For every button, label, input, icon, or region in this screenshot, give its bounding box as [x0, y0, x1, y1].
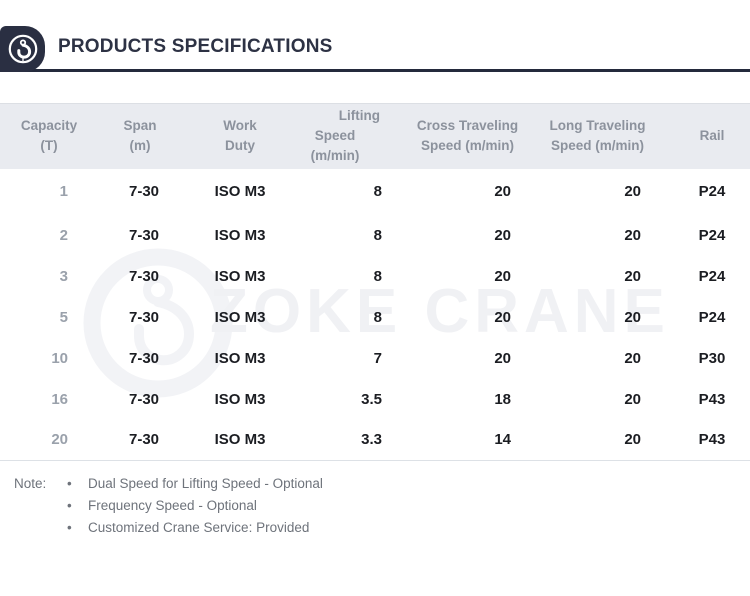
table-cell: 20	[494, 267, 511, 285]
table-cell: P24	[698, 308, 726, 326]
table-row: 5 7-30 ISO M3 8 20 20 P24	[0, 297, 750, 338]
table-cell: 8	[373, 226, 382, 244]
table-cell: 7-30	[128, 431, 160, 449]
table-cell: 8	[373, 183, 382, 200]
table-cell: ISO M3	[214, 267, 266, 285]
table-cell: 2	[59, 226, 68, 244]
table-cell: 7-30	[128, 349, 160, 367]
table-cell: 20	[494, 349, 511, 367]
table-row: 1 7-30 ISO M3 8 20 20 P24	[0, 169, 750, 215]
col-header-capacity: Capacity (T)	[0, 103, 90, 169]
table-header: Capacity (T) Span (m) Work Duty Lifting Spee…	[0, 103, 750, 169]
table-row: 16 7-30 ISO M3 3.5 18 20 P43	[0, 379, 750, 420]
specifications-table: Capacity (T) Span (m) Work Duty Lifting Spee…	[0, 103, 750, 461]
crane-hook-icon	[8, 34, 37, 64]
table-cell: P24	[698, 226, 726, 244]
table-body: 1 7-30 ISO M3 8 20 20 P24 2 7-30 ISO M3 8 20 20 P24 3 7…	[0, 169, 750, 461]
table-cell: 8	[373, 308, 382, 326]
col-header-long-traveling-speed: Long Traveling Speed (m/min)	[520, 103, 650, 169]
table-cell: 14	[494, 431, 511, 449]
table-cell: 7-30	[128, 183, 160, 200]
note-label: Note:	[14, 476, 47, 491]
table-cell: ISO M3	[214, 226, 266, 244]
table-cell: 20	[624, 349, 641, 367]
table-cell: 7-30	[128, 267, 160, 285]
table-cell: 20	[624, 226, 641, 244]
col-header-cross-traveling-speed: Cross Traveling Speed (m/min)	[390, 103, 520, 169]
table-cell: 3.3	[361, 431, 382, 449]
col-header-span: Span (m)	[90, 103, 190, 169]
note-text: Dual Speed for Lifting Speed - Optional	[88, 476, 323, 491]
note-item: • Customized Crane Service: Provided	[67, 517, 323, 539]
table-cell: 7-30	[128, 390, 160, 408]
table-cell: 10	[51, 349, 68, 367]
table-cell: 20	[494, 226, 511, 244]
table-cell: 7-30	[128, 308, 160, 326]
note-text: Customized Crane Service: Provided	[88, 520, 310, 535]
col-header-lifting-speed: Lifting Speed (m/min)	[290, 103, 390, 169]
table-cell: P43	[698, 431, 726, 449]
table-cell: 7	[373, 349, 382, 367]
table-cell: 20	[624, 183, 641, 200]
col-header-work-duty: Work Duty	[190, 103, 290, 169]
table-cell: P24	[698, 267, 726, 285]
note-item: • Dual Speed for Lifting Speed - Optional	[67, 473, 323, 495]
table-cell: 7-30	[128, 226, 160, 244]
table-row: 3 7-30 ISO M3 8 20 20 P24	[0, 256, 750, 297]
table-cell: 20	[624, 431, 641, 449]
bullet-icon: •	[67, 498, 72, 513]
table-cell: ISO M3	[214, 308, 266, 326]
table-row: 20 7-30 ISO M3 3.3 14 20 P43	[0, 420, 750, 461]
table-cell: 20	[51, 431, 68, 449]
brand-logo	[0, 26, 45, 72]
table-cell: 20	[494, 183, 511, 200]
bullet-icon: •	[67, 476, 72, 491]
table-cell: 8	[373, 267, 382, 285]
section-header: PRODUCTS SPECIFICATIONS	[0, 26, 750, 72]
notes-section: Note: • Dual Speed for Lifting Speed - Op…	[0, 473, 750, 539]
table-cell: 3	[59, 267, 68, 285]
table-cell: ISO M3	[214, 390, 266, 408]
table-cell: P43	[698, 390, 726, 408]
table-cell: 18	[494, 390, 511, 408]
table-cell: 5	[59, 308, 68, 326]
table-cell: 3.5	[361, 390, 382, 408]
table-cell: ISO M3	[214, 183, 266, 200]
table-cell: 20	[624, 267, 641, 285]
table-cell: 16	[51, 390, 68, 408]
table-cell: 20	[494, 308, 511, 326]
note-item: • Frequency Speed - Optional	[67, 495, 323, 517]
table-cell: ISO M3	[214, 349, 266, 367]
page-title: PRODUCTS SPECIFICATIONS	[58, 36, 333, 57]
table-cell: ISO M3	[214, 431, 266, 449]
table-row: 2 7-30 ISO M3 8 20 20 P24	[0, 215, 750, 256]
note-text: Frequency Speed - Optional	[88, 498, 257, 513]
col-header-rail: Rail	[650, 103, 750, 169]
bullet-icon: •	[67, 520, 72, 535]
table-cell: 1	[59, 183, 68, 200]
note-list: • Dual Speed for Lifting Speed - Optional…	[67, 473, 323, 539]
table-cell: 20	[624, 308, 641, 326]
table-cell: P30	[698, 349, 726, 367]
table-cell: P24	[698, 183, 726, 200]
table-row: 10 7-30 ISO M3 7 20 20 P30	[0, 338, 750, 379]
table-cell: 20	[624, 390, 641, 408]
